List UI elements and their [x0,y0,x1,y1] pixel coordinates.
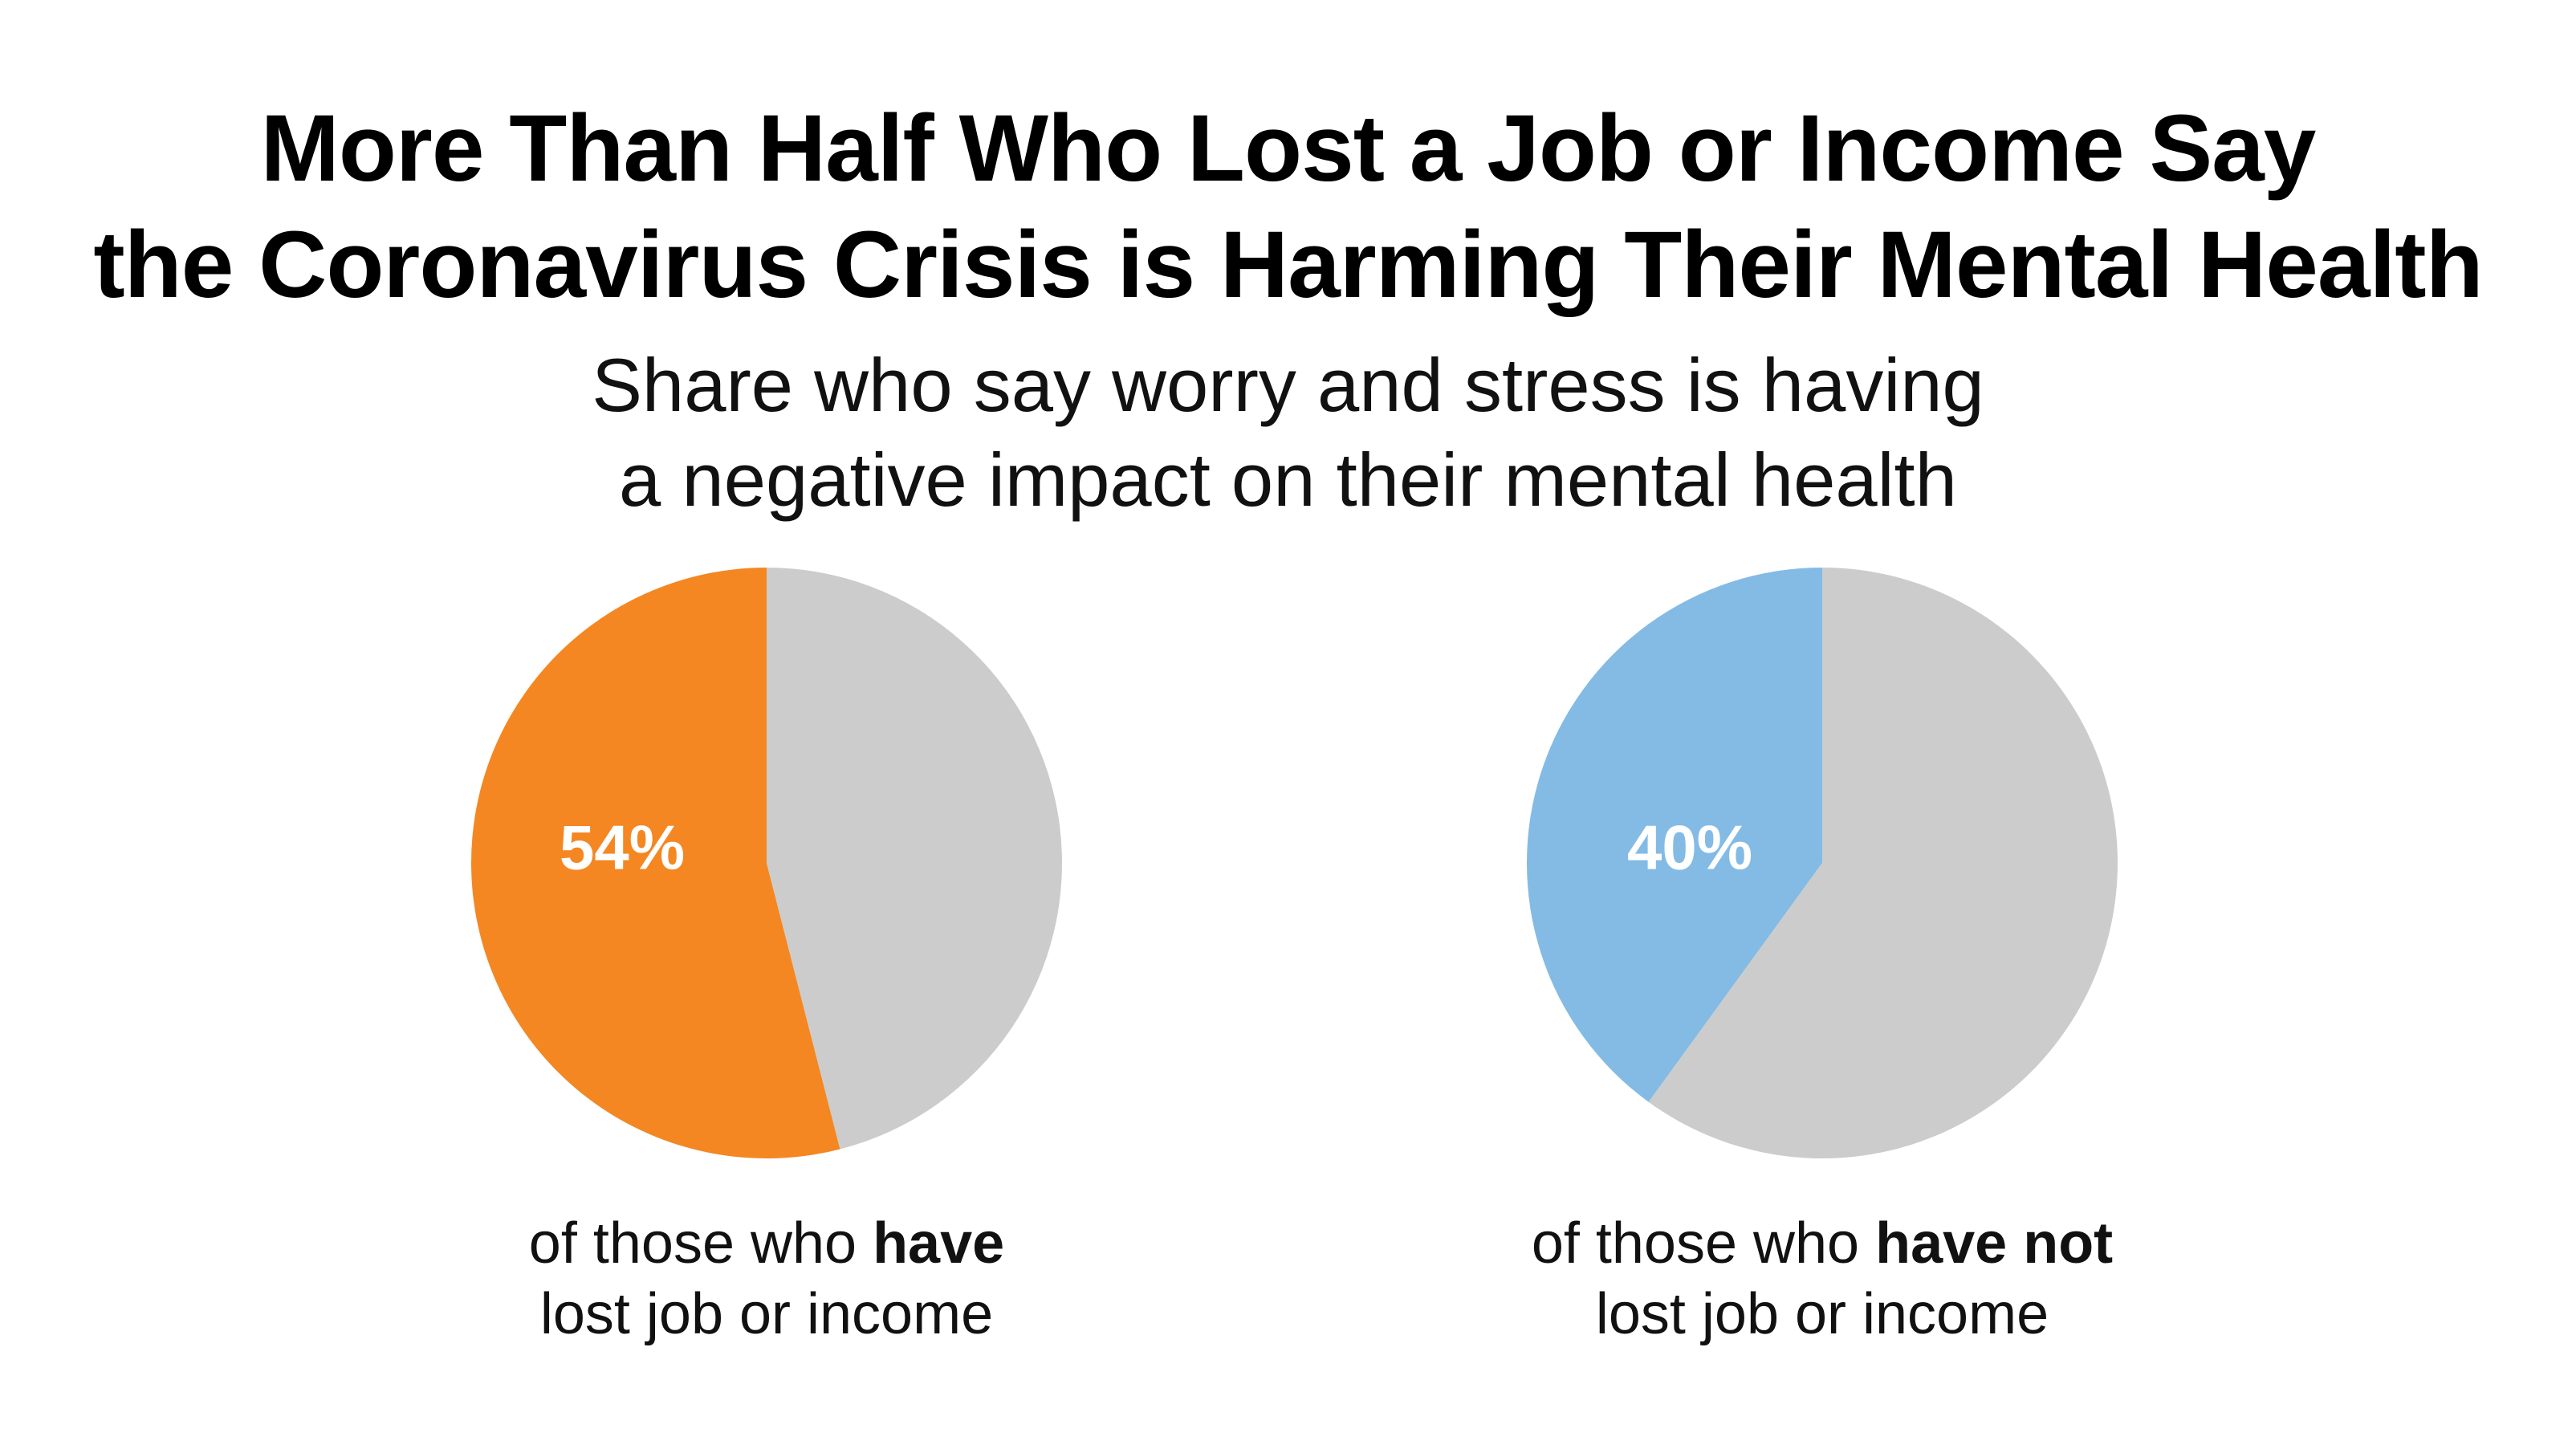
pie-slice-have-lost-negative-impact [470,567,840,1158]
pie-slice-have-not-lost-negative-impact [1527,568,1822,1102]
pie-data-label-have-lost: 54% [560,812,685,883]
caption-have-lost-line-2: lost job or income [539,1282,994,1346]
caption-have-lost-bold: have [873,1211,1005,1276]
pie-slice-have-lost-remainder [767,568,1062,1150]
pie-slice-have-not-lost-remainder [1648,568,2118,1158]
caption-have-not-lost-prefix: of those who [1531,1211,1876,1276]
chart-subtitle-line-1: Share who say worry and stress is having [592,343,1984,427]
caption-have-lost-prefix: of those who [528,1211,873,1276]
caption-have-not-lost: of those who have not lost job or income [1421,1208,2224,1349]
chart-title-line-2: the Coronavirus Crisis is Harming Their … [93,212,2483,318]
caption-have-not-lost-bold: have not [1875,1211,2114,1276]
chart-title-line-1: More Than Half Who Lost a Job or Income … [260,96,2317,201]
caption-have-not-lost-line-2: lost job or income [1595,1282,2049,1346]
chart-subtitle-line-2: a negative impact on their mental health [619,438,1957,522]
caption-have-lost: of those who have lost job or income [365,1208,1168,1349]
pie-data-label-have-not-lost: 40% [1627,812,1752,883]
caption-have-lost-line-1: of those who have [365,1208,1168,1279]
caption-have-not-lost-line-1: of those who have not [1421,1208,2224,1279]
